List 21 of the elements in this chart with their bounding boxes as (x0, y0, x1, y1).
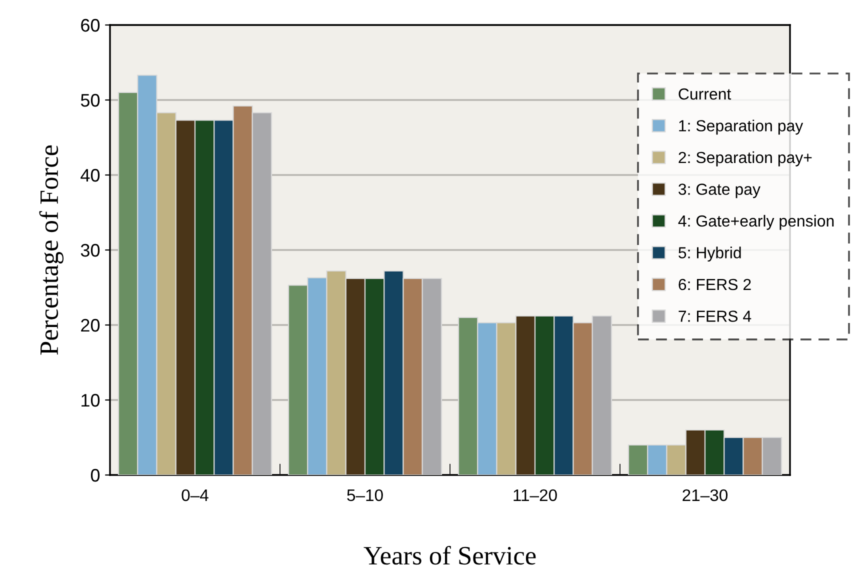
x-axis-title: Years of Service (364, 546, 536, 565)
y-tick-label: 30 (80, 244, 100, 257)
x-tick-label: 5–10 (347, 489, 383, 502)
legend-label: 5: Hybrid (678, 246, 741, 262)
y-tick-label: 20 (81, 318, 100, 332)
y-axis-title: Percentage of Force (39, 145, 64, 355)
legend-label: 1: Separation pay (679, 120, 804, 135)
legend-label: 4: Gate+early pension (678, 214, 834, 230)
y-tick-label: 50 (80, 94, 100, 107)
x-tick-label: 21–30 (682, 489, 728, 502)
y-tick-label: 40 (80, 168, 100, 182)
legend-label: 7: FERS 4 (678, 310, 752, 322)
y-tick-label: 0 (90, 468, 100, 482)
y-tick-label: 60 (81, 18, 100, 32)
legend-label: 2: Separation pay+ (678, 151, 812, 166)
y-tick-label: 10 (82, 394, 100, 407)
legend-label: 6: FERS 2 (678, 278, 751, 290)
legend-label: Current (678, 88, 732, 100)
legend-label: 3: Gate pay (678, 184, 760, 198)
x-tick-label: 0–4 (182, 489, 208, 502)
x-tick-label: 11–20 (514, 489, 557, 502)
